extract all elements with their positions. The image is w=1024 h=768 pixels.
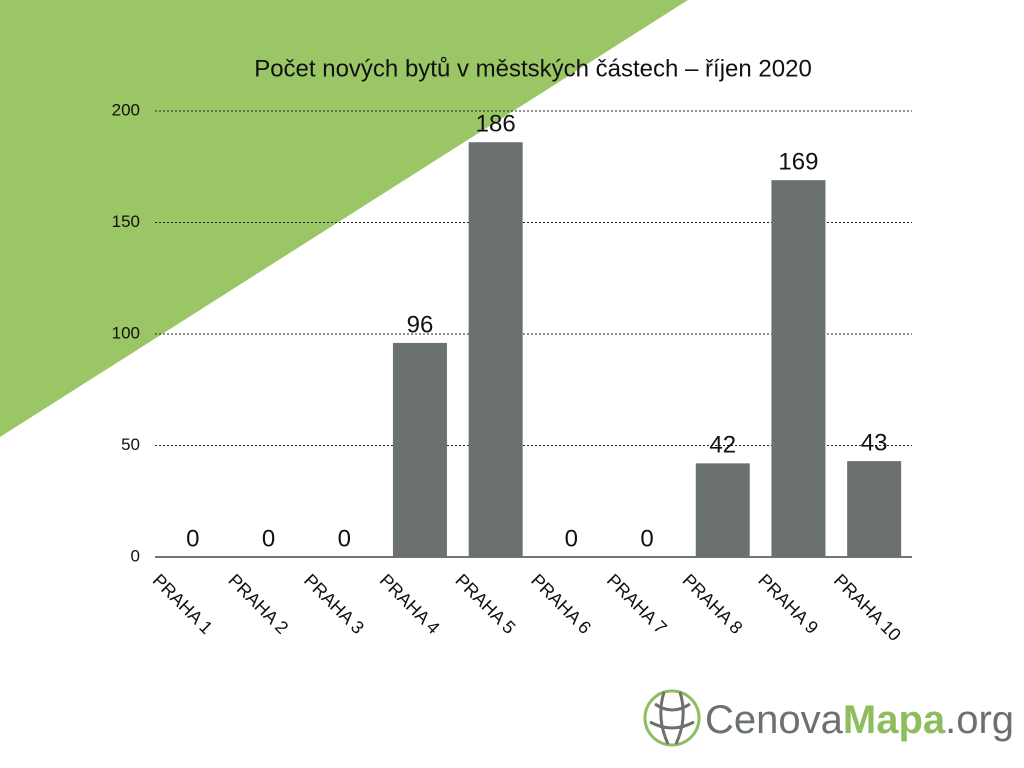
data-label: 0	[640, 525, 653, 552]
bar	[392, 342, 447, 557]
background-triangle	[0, 0, 688, 437]
x-tick-label: PRAHA 2	[224, 570, 292, 638]
data-label: 169	[778, 148, 818, 175]
chart-title: Počet nových bytů v městských částech – …	[254, 55, 812, 82]
logo-part: Cenova	[705, 698, 844, 742]
x-tick-label: PRAHA 6	[527, 570, 595, 638]
y-tick-label: 50	[121, 435, 140, 454]
logo-icon	[643, 689, 701, 747]
bar	[468, 142, 523, 557]
data-label: 0	[565, 525, 578, 552]
bar	[847, 461, 902, 557]
data-label: 42	[709, 432, 736, 459]
y-tick-label: 200	[112, 100, 140, 119]
x-tick-label: PRAHA 9	[754, 570, 822, 638]
data-label: 0	[186, 525, 199, 552]
data-label: 96	[407, 311, 434, 338]
bar	[771, 180, 826, 557]
x-tick-label: PRAHA 1	[149, 570, 217, 638]
x-tick-label: PRAHA 8	[679, 570, 747, 638]
y-tick-label: 100	[112, 323, 140, 342]
data-label: 0	[338, 525, 351, 552]
logo-text: CenovaMapa.org	[705, 698, 1014, 742]
x-tick-label: PRAHA 7	[603, 570, 671, 638]
logo-part: Mapa	[843, 698, 946, 742]
logo-part: .org	[945, 698, 1014, 742]
y-tick-label: 150	[112, 212, 140, 231]
x-tick-label: PRAHA 10	[830, 570, 905, 645]
x-tick-label: PRAHA 4	[376, 570, 444, 638]
x-tick-label: PRAHA 5	[451, 570, 519, 638]
bar	[695, 463, 750, 557]
data-label: 0	[262, 525, 275, 552]
data-label: 186	[476, 111, 516, 138]
y-tick-label: 0	[131, 546, 140, 565]
x-tick-label: PRAHA 3	[300, 570, 368, 638]
data-label: 43	[861, 429, 888, 456]
